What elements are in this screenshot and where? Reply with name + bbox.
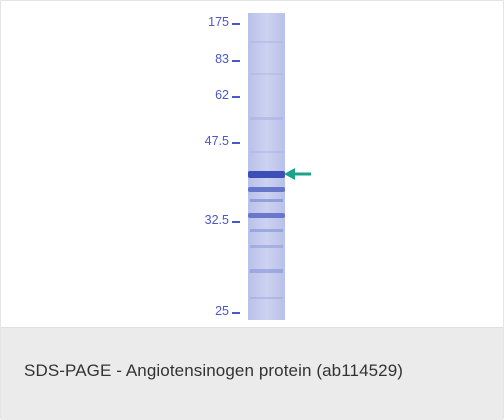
marker-label-83: 83 [215, 52, 229, 66]
marker-label-47-5: 47.5 [204, 134, 229, 148]
marker-tick [232, 60, 240, 62]
marker-label-175: 175 [208, 15, 229, 29]
marker-label-25: 25 [215, 304, 229, 318]
marker-tick [232, 142, 240, 144]
gel-lane-graphic [248, 13, 311, 320]
gel-image-panel: 175 83 62 47.5 32.5 25 [1, 1, 503, 327]
marker-label-62: 62 [215, 88, 229, 102]
marker-tick [232, 23, 240, 25]
gel-lane [248, 13, 285, 320]
marker-tick [232, 312, 240, 314]
marker-tick [232, 221, 240, 223]
figure-caption: SDS-PAGE - Angiotensinogen protein (ab11… [24, 361, 404, 380]
arrow-left-icon [284, 168, 311, 180]
caption-panel: SDS-PAGE - Angiotensinogen protein (ab11… [1, 327, 503, 420]
target-band [248, 171, 285, 178]
marker-tick [232, 96, 240, 98]
marker-label-32-5: 32.5 [204, 213, 229, 227]
